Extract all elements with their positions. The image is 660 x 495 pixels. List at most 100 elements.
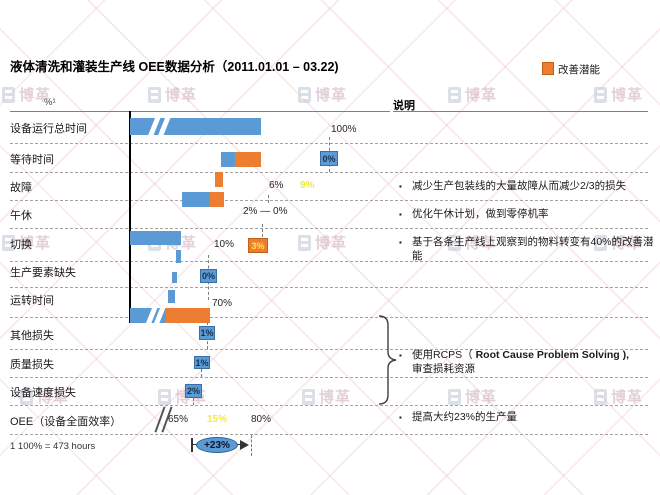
bar-connector bbox=[176, 250, 181, 263]
bullet-icon: ▪ bbox=[399, 238, 402, 247]
legend-improvement-swatch bbox=[542, 62, 554, 75]
boge-logo-icon bbox=[148, 86, 161, 103]
bar-elements-connector bbox=[172, 272, 177, 283]
boge-logo-icon bbox=[594, 234, 607, 251]
connector-dash bbox=[201, 369, 202, 377]
boge-logo-icon bbox=[298, 86, 311, 103]
value-box-quality-loss: 1% bbox=[194, 356, 210, 369]
boge-watermark: 博革 bbox=[302, 386, 351, 407]
boge-watermark: 博革 bbox=[594, 232, 643, 253]
boge-logo-icon bbox=[448, 388, 461, 405]
row-separator bbox=[10, 377, 648, 378]
boge-logo-icon bbox=[594, 388, 607, 405]
group-brace bbox=[378, 315, 397, 405]
value-label-oee-improvement: 15% bbox=[207, 414, 228, 425]
boge-watermark: 博革 bbox=[2, 232, 51, 253]
row-separator bbox=[10, 172, 648, 173]
boge-logo-icon bbox=[302, 388, 315, 405]
value-box-changeover-improvement: 3% bbox=[248, 238, 268, 253]
row-separator bbox=[10, 349, 648, 350]
boge-watermark: 博革 bbox=[448, 386, 497, 407]
bar-changeover bbox=[130, 231, 181, 245]
value-box-elements: 0% bbox=[200, 269, 217, 283]
row-separator bbox=[10, 287, 648, 288]
category-label: 午休 bbox=[10, 210, 32, 222]
category-label: 设备运行总时间 bbox=[10, 123, 87, 135]
bar-waiting-remaining bbox=[221, 152, 235, 167]
value-label-total: 100% bbox=[331, 124, 357, 135]
value-box-waiting: 0% bbox=[320, 151, 338, 166]
category-label: 质量损失 bbox=[10, 359, 54, 371]
boge-watermark: 博革 bbox=[298, 84, 347, 105]
row-separator bbox=[10, 317, 648, 318]
row-separator bbox=[10, 434, 648, 435]
y-axis-line bbox=[129, 111, 131, 323]
row-separator bbox=[10, 405, 648, 406]
bar-waiting-improvement bbox=[235, 152, 261, 167]
axis-unit-label: %¹ bbox=[44, 97, 56, 108]
gain-arrow-head-icon bbox=[240, 440, 249, 450]
category-label: OEE（设备全面效率） bbox=[10, 416, 122, 428]
note-rcps-line2: 审查损耗资源 bbox=[412, 363, 475, 375]
boge-logo-icon bbox=[448, 86, 461, 103]
notes-header: 说明 bbox=[393, 100, 415, 112]
value-label-breakdown-remaining: 6% bbox=[269, 180, 284, 191]
note-rcps-line1: 使用RCPS（ Root Cause Problem Solving ), bbox=[412, 348, 650, 362]
connector-dash bbox=[262, 224, 263, 237]
note-rcps-bold: Root Cause Problem Solving ), bbox=[475, 349, 630, 361]
category-label: 其他损失 bbox=[10, 330, 54, 342]
boge-watermark: 博革 bbox=[448, 84, 497, 105]
bar-runtime-improvement bbox=[166, 308, 210, 323]
bullet-icon: ▪ bbox=[399, 210, 402, 219]
category-label: 切换 bbox=[10, 239, 32, 251]
boge-logo-icon bbox=[158, 388, 171, 405]
boge-logo-icon bbox=[594, 86, 607, 103]
bar-runtime-connector bbox=[168, 290, 175, 303]
category-label: 运转时间 bbox=[10, 295, 54, 307]
gain-ellipse: +23% bbox=[196, 437, 238, 453]
boge-watermark: 博革 bbox=[2, 84, 51, 105]
boge-logo-icon bbox=[2, 234, 15, 251]
note-lunch: 优化午休计划，做到零停机率 bbox=[412, 208, 549, 220]
connector-dash bbox=[268, 195, 269, 203]
note-gain: 提高大约23%的生产量 bbox=[412, 411, 518, 423]
value-label-lunch: 2% — 0% bbox=[243, 206, 288, 217]
boge-watermark: 博革 bbox=[594, 386, 643, 407]
bar-breakdown-connector bbox=[215, 172, 223, 187]
bar-lunch-improvement bbox=[210, 192, 224, 207]
bullet-icon: ▪ bbox=[399, 413, 402, 422]
boge-watermark: 博革 bbox=[298, 232, 347, 253]
gain-arrow-start-tick bbox=[191, 438, 193, 452]
bullet-icon: ▪ bbox=[399, 182, 402, 191]
category-label: 等待时间 bbox=[10, 154, 54, 166]
row-separator bbox=[10, 200, 648, 201]
category-label: 故障 bbox=[10, 182, 32, 194]
category-label: 生产要素缺失 bbox=[10, 267, 76, 279]
boge-logo-icon bbox=[20, 388, 33, 405]
value-label-oee-current: 65% bbox=[168, 414, 189, 425]
boge-watermark: 博革 bbox=[148, 84, 197, 105]
boge-logo-icon bbox=[298, 234, 311, 251]
connector-dash bbox=[193, 398, 194, 405]
value-label-oee-target: 80% bbox=[251, 414, 272, 425]
value-label-breakdown-improvement: 9% bbox=[300, 180, 315, 191]
legend-improvement-label: 改善潜能 bbox=[558, 64, 600, 76]
row-separator bbox=[10, 228, 648, 229]
value-box-speed-loss: 2% bbox=[185, 384, 202, 398]
value-label-changeover-remaining: 10% bbox=[214, 239, 235, 250]
connector-dash bbox=[251, 435, 252, 456]
note-changeover: 基于各条生产线上观察到的物料转变有40%的改善潜能 bbox=[412, 236, 654, 262]
chart-top-rule bbox=[10, 111, 390, 112]
note-rcps-pre: 使用RCPS（ bbox=[412, 349, 476, 361]
boge-watermark: 博革 bbox=[594, 84, 643, 105]
boge-logo-icon bbox=[2, 86, 15, 103]
notes-header-rule bbox=[393, 111, 648, 112]
bar-lunch-remaining bbox=[182, 192, 210, 207]
slide-title: 液体清洗和灌装生产线 OEE数据分析（2011.01.01 – 03.22) bbox=[10, 60, 339, 74]
boge-logo-icon bbox=[448, 234, 461, 251]
category-label: 设备速度损失 bbox=[10, 387, 76, 399]
value-box-other-loss: 1% bbox=[199, 326, 215, 340]
bullet-icon: ▪ bbox=[399, 351, 402, 360]
